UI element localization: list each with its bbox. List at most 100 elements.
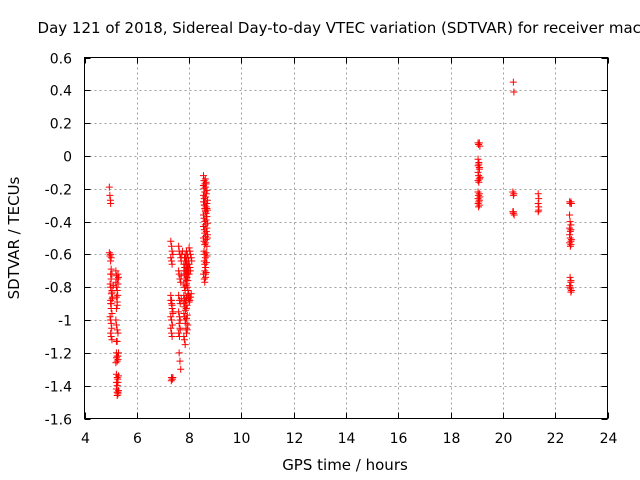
- data-point: [566, 239, 574, 247]
- data-point: [180, 309, 188, 317]
- data-point: [202, 239, 210, 247]
- data-point: [114, 352, 122, 360]
- y-tick-label: -0.4: [45, 216, 72, 232]
- data-point: [181, 306, 189, 314]
- y-tick-label: -1.6: [45, 413, 72, 429]
- data-point: [476, 142, 484, 150]
- data-point: [113, 382, 121, 390]
- data-point: [182, 280, 190, 288]
- data-point: [203, 242, 211, 250]
- data-point: [184, 277, 192, 285]
- data-point: [169, 309, 177, 317]
- data-point: [475, 178, 483, 186]
- data-point: [167, 254, 175, 262]
- data-points: [105, 78, 575, 400]
- data-point: [106, 191, 114, 199]
- x-tick-label: 10: [233, 431, 251, 447]
- data-point: [201, 206, 209, 214]
- x-tick-label: 24: [600, 431, 618, 447]
- data-point: [566, 218, 574, 226]
- data-point: [509, 208, 517, 216]
- data-point: [203, 213, 211, 221]
- x-tick-label: 12: [286, 431, 304, 447]
- data-point: [476, 193, 484, 201]
- data-point: [567, 241, 575, 249]
- data-point: [114, 388, 122, 396]
- data-point: [567, 226, 575, 234]
- data-point: [180, 336, 188, 344]
- data-point: [566, 211, 574, 219]
- data-point: [181, 316, 189, 324]
- data-point: [199, 223, 207, 231]
- data-point: [203, 219, 211, 227]
- data-point: [113, 275, 121, 283]
- data-point: [474, 188, 482, 196]
- data-point: [510, 88, 518, 96]
- data-point: [182, 329, 190, 337]
- y-tick-label: 0.4: [50, 84, 72, 100]
- axis-ticks: [84, 57, 609, 420]
- data-point: [182, 314, 190, 322]
- data-point: [186, 250, 194, 258]
- data-point: [566, 224, 574, 232]
- data-point: [107, 319, 115, 327]
- data-point: [114, 387, 122, 395]
- data-point: [203, 196, 211, 204]
- y-axis-label: SDTVAR / TECUs: [5, 176, 23, 299]
- data-point: [183, 326, 191, 334]
- x-tick-label: 18: [443, 431, 461, 447]
- data-point: [475, 159, 483, 167]
- data-point: [112, 305, 120, 313]
- data-point: [113, 392, 121, 400]
- data-point: [106, 280, 114, 288]
- data-point: [567, 198, 575, 206]
- data-point: [169, 373, 177, 381]
- data-point: [566, 234, 574, 242]
- data-point: [474, 177, 482, 185]
- data-point: [176, 326, 184, 334]
- data-point: [168, 257, 176, 265]
- data-point: [201, 267, 209, 275]
- data-point: [202, 264, 210, 272]
- data-point: [202, 190, 210, 198]
- data-point: [566, 273, 574, 281]
- data-point: [202, 209, 210, 217]
- data-point: [203, 224, 211, 232]
- data-point: [535, 206, 543, 214]
- data-point: [567, 287, 575, 295]
- data-point: [114, 372, 122, 380]
- data-point: [168, 332, 176, 340]
- data-point: [202, 203, 210, 211]
- data-point: [203, 204, 211, 212]
- data-point: [114, 280, 122, 288]
- data-point: [201, 175, 209, 183]
- data-point: [566, 283, 574, 291]
- y-tick-label: -1.2: [45, 347, 72, 363]
- data-point: [201, 183, 209, 191]
- data-point: [202, 259, 210, 267]
- data-point: [113, 326, 121, 334]
- x-tick-label: 14: [338, 431, 356, 447]
- data-point: [112, 316, 120, 324]
- x-tick-label: 6: [133, 431, 142, 447]
- chart-title: Day 121 of 2018, Sidereal Day-to-day VTE…: [38, 19, 640, 37]
- data-point: [106, 313, 114, 321]
- data-point: [186, 293, 194, 301]
- data-point: [113, 301, 121, 309]
- data-point: [107, 329, 115, 337]
- data-point: [475, 203, 483, 211]
- data-point: [534, 208, 542, 216]
- data-point: [182, 305, 190, 313]
- x-tick-label: 20: [495, 431, 513, 447]
- data-point: [186, 264, 194, 272]
- data-point: [201, 254, 209, 262]
- data-point: [106, 252, 114, 260]
- data-point: [567, 288, 575, 296]
- data-point: [168, 329, 176, 337]
- y-tick-label: -0.8: [45, 281, 72, 297]
- data-point: [175, 296, 183, 304]
- data-point: [168, 296, 176, 304]
- data-point: [202, 249, 210, 257]
- data-point: [107, 270, 115, 278]
- data-point: [175, 308, 183, 316]
